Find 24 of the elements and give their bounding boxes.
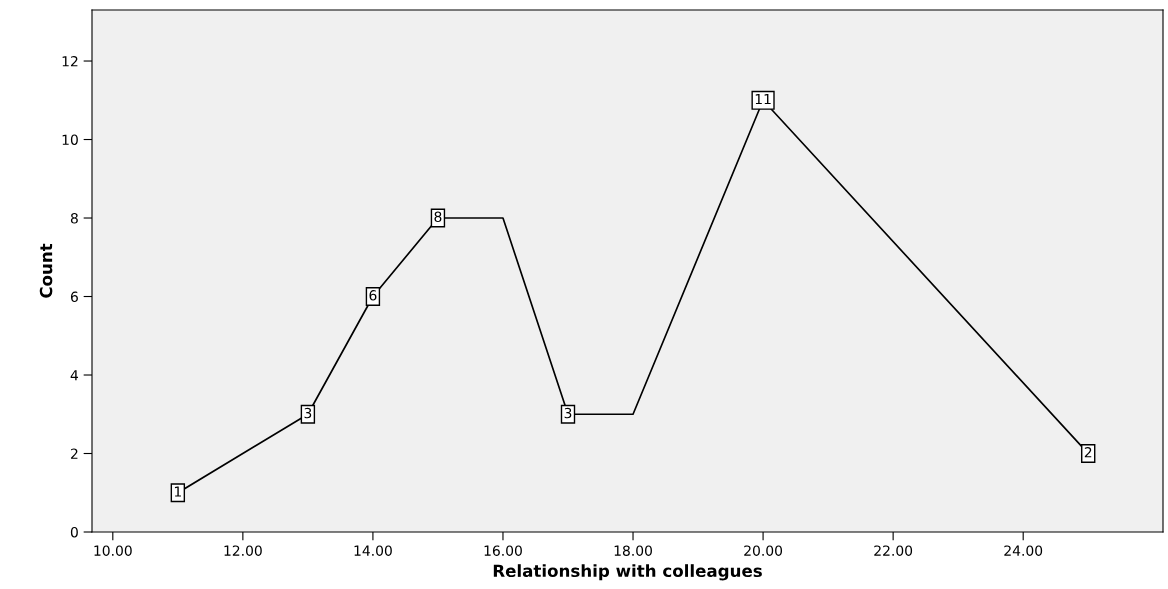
x-tick-label: 24.00	[1004, 545, 1043, 556]
data-label: 11	[755, 93, 771, 105]
x-tick-label: 22.00	[874, 545, 913, 556]
x-tick-label: 14.00	[354, 545, 392, 556]
y-tick-label: 4	[70, 370, 79, 381]
data-label: 1	[174, 486, 181, 497]
x-tick-label: 12.00	[224, 545, 262, 556]
y-tick-label: 0	[70, 526, 78, 538]
x-axis-title: Relationship with colleagues	[493, 564, 762, 581]
y-tick-label: 10	[62, 134, 78, 145]
x-tick-label: 16.00	[484, 545, 522, 556]
data-label: 8	[434, 211, 442, 223]
data-label: 6	[369, 290, 377, 301]
y-axis-title: Count	[39, 243, 53, 298]
data-label: 3	[564, 407, 572, 419]
y-tick-label: 6	[70, 291, 78, 302]
y-tick-label: 12	[62, 55, 78, 67]
y-tick-label: 2	[70, 448, 78, 459]
data-label: 2	[1084, 447, 1092, 458]
y-tick-label: 8	[70, 212, 78, 224]
x-tick-label: 10.00	[94, 545, 132, 556]
x-tick-label: 20.00	[744, 545, 783, 556]
x-tick-label: 18.00	[614, 545, 652, 556]
data-label: 3	[304, 407, 312, 419]
